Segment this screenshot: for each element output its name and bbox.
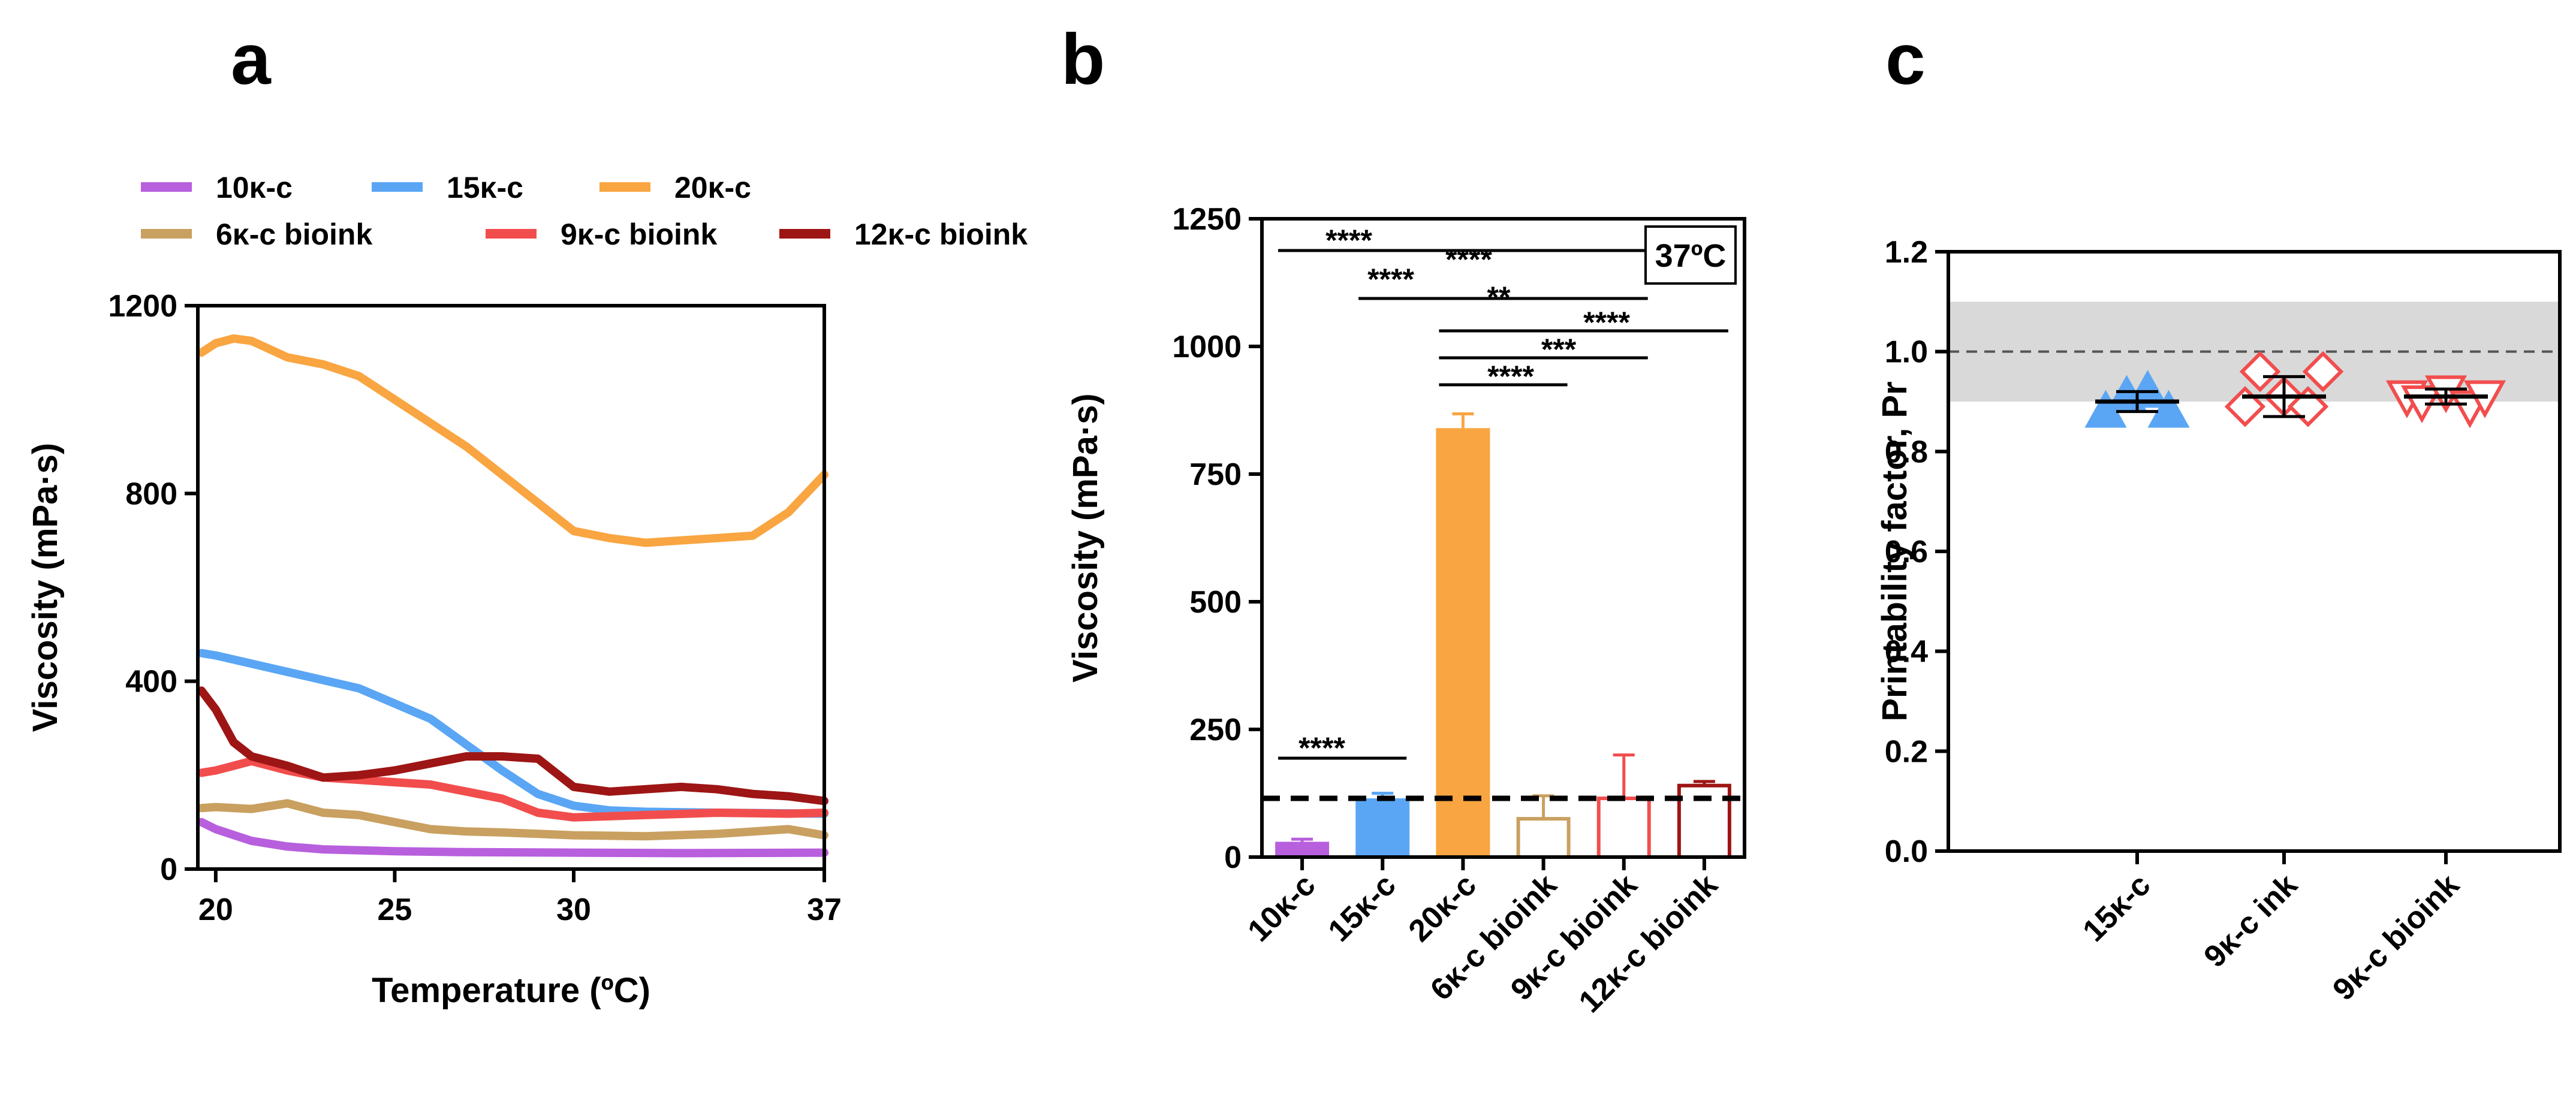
legend-label-12-c-bioink: 12κ-c bioink [854, 218, 1028, 251]
panel-c-x-tick-label: 9κ-c ink [2197, 867, 2304, 974]
panel-a-y-tick-label: 1200 [108, 289, 177, 324]
panel-c-y-tick-label: 1.0 [1885, 335, 1928, 370]
panel-a-plot-frame [196, 304, 826, 871]
series-line-20-c [197, 334, 828, 547]
legend-label-9-c-bioink: 9κ-c bioink [561, 218, 717, 251]
panel-c-y-tick-label: 0.0 [1885, 834, 1928, 869]
legend-label-15-c: 15κ-c [447, 171, 523, 204]
bar-15-c [1355, 798, 1410, 857]
panel-a-line-chart: 10κ-c 15κ-c 20κ-c 6κ-c bioink 9κ-c bioink 12κ… [26, 171, 1028, 1010]
panel-a-y-tick-label: 800 [125, 476, 177, 511]
significance-label: *** [1541, 333, 1577, 366]
significance-label: **** [1325, 224, 1372, 257]
panel-b-bar-chart: ***************************** 37ºC 02505… [1066, 202, 1746, 1020]
panel-a-x-tick-label: 37 [807, 892, 842, 927]
significance-label: ** [1487, 280, 1511, 314]
data-point-15-c [2147, 390, 2190, 428]
panel-c-x-tick-label: 15κ-c [2076, 867, 2157, 948]
significance-label: **** [1298, 731, 1345, 765]
panel-b-y-tick-label: 0 [1224, 840, 1242, 875]
panel-b-temperature-box: 37ºC [1644, 225, 1737, 285]
bar-6-c-bioink [1516, 817, 1571, 859]
data-point-9-c-ink [2302, 351, 2344, 393]
panel-b-y-axis-title: Viscosity (mPa·s) [1066, 393, 1105, 682]
panel-a-y-tick-label: 0 [160, 852, 177, 887]
series-line-12-c-bioink [197, 686, 828, 806]
panel-c-x-tick-label: 9κ-c bioink [2326, 867, 2466, 1007]
panel-a-y-tick-label: 400 [125, 665, 177, 699]
panel-b-y-tick-label: 500 [1189, 585, 1242, 620]
series-line-6-c-bioink [197, 799, 828, 841]
significance-label: **** [1583, 306, 1630, 339]
panel-c-y-tick-label: 1.2 [1885, 235, 1928, 270]
panel-b-y-tick-label: 1000 [1172, 330, 1242, 364]
panel-a-x-tick-label: 30 [556, 892, 591, 927]
panel-b-y-tick-label: 750 [1189, 457, 1242, 492]
legend-label-10-c: 10κ-c [216, 171, 293, 204]
panel-b-y-tick-label: 250 [1189, 713, 1242, 747]
bar-9-c-bioink [1596, 797, 1651, 859]
panel-b-y-tick-label: 1250 [1172, 202, 1242, 237]
panel-b-plot-frame [1260, 217, 1746, 859]
legend-label-6-c-bioink: 6κ-c bioink [216, 218, 372, 251]
significance-label: **** [1445, 243, 1492, 276]
bar-20-c [1436, 428, 1490, 857]
panel-letter-a: a [231, 19, 272, 99]
panel-b-x-tick-label: 12κ-c bioink [1572, 867, 1725, 1020]
panel-a-x-tick-label: 25 [378, 892, 412, 927]
panel-a-y-axis-title: Viscosity (mPa·s) [26, 443, 65, 732]
series-line-10-c [197, 818, 828, 858]
panel-b-x-tick-label: 10κ-c [1241, 867, 1322, 948]
panel-b-temperature-label: 37ºC [1655, 238, 1727, 274]
panel-a-x-axis-title: Temperature (ºC) [372, 971, 650, 1010]
panel-c-y-tick-label: 0.2 [1885, 734, 1928, 769]
legend-label-20-c: 20κ-c [674, 171, 751, 204]
panel-c-y-axis-title: Printability factor, Pr [1875, 381, 1914, 721]
panel-b-x-tick-label: 15κ-c [1322, 867, 1403, 948]
panel-c-y-tick-label: 0.4 [1885, 635, 1928, 669]
panel-c-scatter-chart: 0.0 0.2 0.4 0.6 0.8 1.0 1.2 15κ-c 9κ-c ink 9κ-c b… [1875, 235, 2562, 1008]
bar-10-c [1275, 841, 1330, 857]
significance-label: **** [1487, 360, 1534, 393]
significance-label: **** [1367, 263, 1414, 296]
series-line-9-c-bioink [197, 756, 828, 822]
panel-a-legend: 10κ-c 15κ-c 20κ-c 6κ-c bioink 9κ-c bioink 12κ… [141, 171, 1028, 251]
panel-letter-c: c [1885, 19, 1926, 99]
data-point-9-c-ink [2239, 351, 2281, 393]
panel-c-y-tick-label: 0.8 [1885, 435, 1928, 469]
panel-c-y-tick-label: 0.6 [1885, 535, 1928, 569]
panel-letter-b: b [1061, 19, 1105, 99]
panel-a-x-tick-label: 20 [198, 892, 233, 927]
